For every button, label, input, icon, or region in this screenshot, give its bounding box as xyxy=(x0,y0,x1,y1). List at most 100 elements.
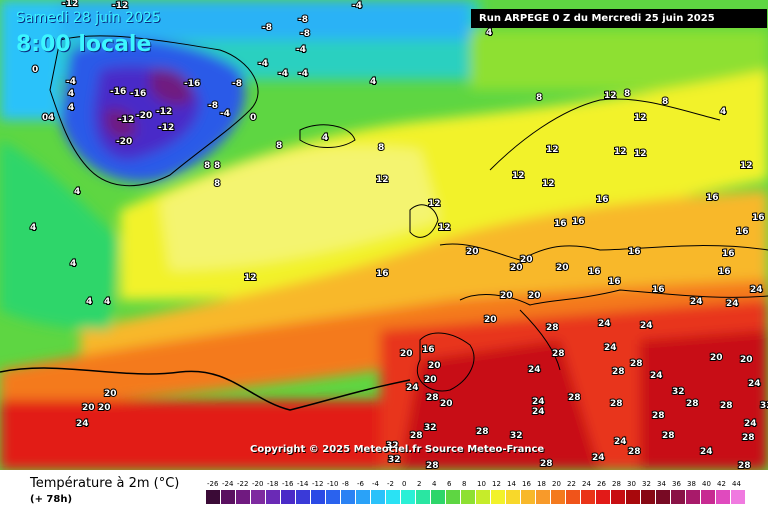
scale-swatch xyxy=(671,490,685,504)
scale-swatch xyxy=(356,490,370,504)
temperature-label: 16 xyxy=(652,285,665,295)
temperature-label: 0 xyxy=(42,113,48,123)
scale-tick-label: 34 xyxy=(657,480,666,488)
temperature-label: 16 xyxy=(722,249,735,259)
scale-swatch xyxy=(341,490,355,504)
temperature-label: -4 xyxy=(298,69,308,79)
temperature-label: 16 xyxy=(608,277,621,287)
temperature-label: 4 xyxy=(68,89,74,99)
scale-tick-label: -18 xyxy=(267,480,278,488)
scale-tick-label: 16 xyxy=(522,480,531,488)
temperature-label: 28 xyxy=(738,461,751,470)
temperature-label: 24 xyxy=(748,379,761,389)
scale-tick-label: 30 xyxy=(627,480,636,488)
temperature-label: 28 xyxy=(426,461,439,470)
temperature-label: 28 xyxy=(426,393,439,403)
scale-swatch xyxy=(536,490,550,504)
temperature-map: -12 -12 -8 -8 -4 -8 4 -4 -4 -8 -4 -4 -16 -16 -16 -4 0 4 4 0… xyxy=(0,0,768,470)
scale-tick-label: -24 xyxy=(222,480,234,488)
scale-swatch xyxy=(446,490,460,504)
scale-swatch xyxy=(311,490,325,504)
temperature-label: 20 xyxy=(98,403,111,413)
scale-swatch xyxy=(596,490,610,504)
scale-swatch xyxy=(581,490,595,504)
coastlines xyxy=(49,35,768,392)
temperature-label: 20 xyxy=(424,375,437,385)
temperature-label: 12 xyxy=(542,179,555,189)
temperature-label: -12 xyxy=(158,123,174,133)
scale-swatch xyxy=(611,490,625,504)
temperature-label: 24 xyxy=(750,285,763,295)
scale-tick-label: 22 xyxy=(567,480,576,488)
scale-tick-label: 0 xyxy=(402,480,406,488)
temperature-label: 16 xyxy=(736,227,749,237)
scale-tick-label: 8 xyxy=(462,480,466,488)
temperature-label: 28 xyxy=(546,323,559,333)
temperature-label: -8 xyxy=(208,101,218,111)
temperature-label: 24 xyxy=(406,383,419,393)
scale-swatch xyxy=(416,490,430,504)
scale-swatch xyxy=(656,490,670,504)
scale-tick-label: -16 xyxy=(282,480,294,488)
scale-swatch xyxy=(626,490,640,504)
temperature-label: 16 xyxy=(588,267,601,277)
temperature-label: -12 xyxy=(156,107,172,117)
temperature-label: 24 xyxy=(726,299,739,309)
temperature-label: 8 xyxy=(662,97,668,107)
temperature-label: -4 xyxy=(258,59,268,69)
temperature-label: 4 xyxy=(104,297,110,307)
scale-swatch xyxy=(326,490,340,504)
temperature-label: 32 xyxy=(424,423,437,433)
scale-swatch xyxy=(491,490,505,504)
scale-swatch xyxy=(371,490,385,504)
temperature-label: 8 xyxy=(204,161,210,171)
scale-tick-label: 24 xyxy=(582,480,591,488)
temperature-label: 28 xyxy=(652,411,665,421)
temperature-label: 8 xyxy=(214,179,220,189)
temperature-label: 20 xyxy=(510,263,523,273)
scale-swatch xyxy=(686,490,700,504)
scale-tick-label: 44 xyxy=(732,480,741,488)
temperature-label: -16 xyxy=(130,89,146,99)
temperature-label: 28 xyxy=(552,349,565,359)
temperature-label: 12 xyxy=(244,273,257,283)
temperature-label: 20 xyxy=(466,247,479,257)
scale-tick-label: -20 xyxy=(252,480,263,488)
scale-tick-label: 32 xyxy=(642,480,651,488)
temperature-label: 28 xyxy=(568,393,581,403)
isotherm-line xyxy=(0,367,411,411)
temperature-label: 24 xyxy=(604,343,617,353)
temperature-label: -8 xyxy=(298,15,308,25)
scale-tick-label: 26 xyxy=(597,480,606,488)
temperature-label: -12 xyxy=(62,0,78,9)
scale-swatch xyxy=(386,490,400,504)
scale-swatch xyxy=(701,490,715,504)
temperature-label: 8 xyxy=(536,93,542,103)
temperature-label: 12 xyxy=(614,147,627,157)
temperature-label: 28 xyxy=(720,401,733,411)
scale-tick-label: 18 xyxy=(537,480,546,488)
scale-tick-label: -10 xyxy=(327,480,338,488)
temperature-label: -12 xyxy=(112,1,128,11)
temperature-label: 4 xyxy=(86,297,92,307)
temperature-label: 12 xyxy=(512,171,525,181)
scale-swatch xyxy=(251,490,265,504)
scale-tick-label: 20 xyxy=(552,480,561,488)
temperature-label: 24 xyxy=(744,419,757,429)
temperature-label: -8 xyxy=(262,23,272,33)
temperature-label: 0 xyxy=(32,65,38,75)
scale-swatch xyxy=(641,490,655,504)
temperature-label: 20 xyxy=(104,389,117,399)
temperature-label: 4 xyxy=(74,187,80,197)
scale-tick-label: 28 xyxy=(612,480,621,488)
temperature-label: -8 xyxy=(300,29,310,39)
scale-tick-label: 14 xyxy=(507,480,516,488)
scale-tick-label: 12 xyxy=(492,480,501,488)
temperature-label: -4 xyxy=(66,77,76,87)
scale-tick-label: 38 xyxy=(687,480,696,488)
temperature-label: 4 xyxy=(720,107,726,117)
scale-tick-label: 10 xyxy=(477,480,486,488)
temperature-label: 24 xyxy=(598,319,611,329)
temperature-field xyxy=(0,0,768,470)
scale-swatch xyxy=(731,490,745,504)
